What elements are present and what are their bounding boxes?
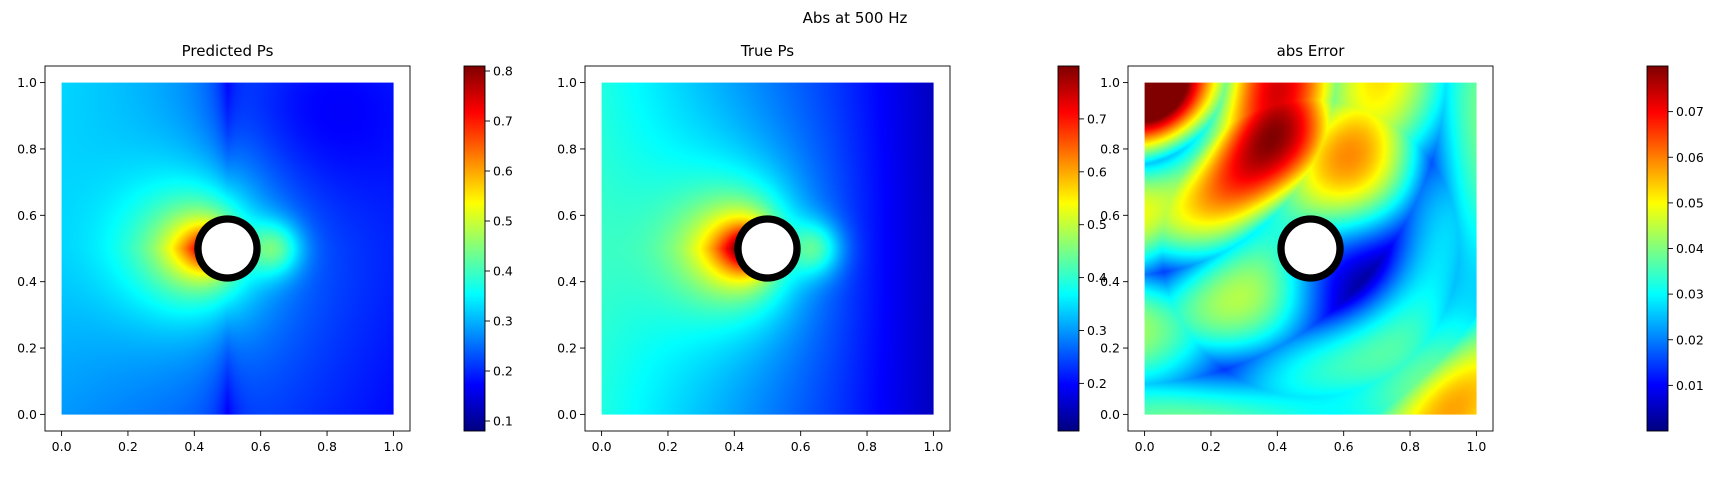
colorbar-tick-label: 0.07 bbox=[1676, 104, 1704, 119]
colorbar-gradient bbox=[1647, 66, 1668, 431]
y-tick-label: 0.4 bbox=[1100, 274, 1120, 289]
colorbar-gradient bbox=[1058, 66, 1079, 431]
y-tick-label: 0.6 bbox=[17, 208, 37, 223]
y-tick-label: 0.4 bbox=[557, 274, 577, 289]
y-tick-label: 0.0 bbox=[557, 407, 577, 422]
colorbar-tick-label: 0.5 bbox=[1087, 217, 1107, 232]
y-tick-label: 1.0 bbox=[1100, 75, 1120, 90]
colorbar-tick-label: 0.2 bbox=[493, 364, 513, 379]
colorbar-tick-label: 0.2 bbox=[1087, 376, 1107, 391]
x-tick-label: 0.6 bbox=[791, 439, 811, 454]
x-tick-label: 0.6 bbox=[1334, 439, 1354, 454]
colorbar-frame bbox=[463, 65, 486, 432]
panel-title: abs Error bbox=[1277, 42, 1346, 60]
y-tick-label: 0.8 bbox=[557, 141, 577, 156]
x-tick-label: 0.4 bbox=[1267, 439, 1287, 454]
y-tick-label: 0.6 bbox=[557, 208, 577, 223]
x-tick-label: 1.0 bbox=[383, 439, 403, 454]
x-tick-label: 0.8 bbox=[857, 439, 877, 454]
colorbar-tick-label: 0.02 bbox=[1676, 332, 1704, 347]
colorbar-tick-label: 0.1 bbox=[493, 414, 513, 429]
x-tick-label: 0.8 bbox=[1400, 439, 1420, 454]
axes-frame bbox=[584, 65, 951, 432]
colorbar-tick-label: 0.03 bbox=[1676, 287, 1704, 302]
colorbar-tick-label: 0.8 bbox=[493, 64, 513, 79]
colorbar-tick-label: 0.05 bbox=[1676, 195, 1704, 210]
figure-suptitle: Abs at 500 Hz bbox=[803, 9, 908, 27]
colorbar: 0.1 0.2 0.3 0.4 0.5 0.6 0.7 0.8 bbox=[463, 64, 513, 432]
x-tick-label: 0.8 bbox=[317, 439, 337, 454]
y-tick-label: 0.2 bbox=[1100, 341, 1120, 356]
colorbar-tick-label: 0.7 bbox=[493, 114, 513, 129]
y-tick-label: 0.2 bbox=[17, 341, 37, 356]
x-tick-label: 1.0 bbox=[1466, 439, 1486, 454]
x-tick-label: 0.0 bbox=[592, 439, 612, 454]
colorbar-tick-label: 0.01 bbox=[1676, 378, 1704, 393]
y-tick-label: 1.0 bbox=[557, 75, 577, 90]
colorbar-tick-label: 0.6 bbox=[493, 164, 513, 179]
obstacle-hole bbox=[1284, 222, 1337, 275]
colorbar-tick-label: 0.3 bbox=[493, 314, 513, 329]
colorbar: 0.01 0.02 0.03 0.04 0.05 0.06 0.07 bbox=[1646, 65, 1704, 432]
x-tick-label: 0.4 bbox=[724, 439, 744, 454]
x-tick-label: 0.0 bbox=[52, 439, 72, 454]
x-tick-label: 1.0 bbox=[923, 439, 943, 454]
obstacle-hole bbox=[741, 222, 794, 275]
x-tick-label: 0.2 bbox=[118, 439, 138, 454]
panel-title: Predicted Ps bbox=[182, 42, 274, 60]
colorbar-tick-label: 0.5 bbox=[493, 214, 513, 229]
y-tick-label: 0.0 bbox=[17, 407, 37, 422]
y-tick-label: 0.8 bbox=[1100, 141, 1120, 156]
x-tick-label: 0.6 bbox=[251, 439, 271, 454]
y-tick-label: 1.0 bbox=[17, 75, 37, 90]
colorbar-tick-label: 0.4 bbox=[1087, 270, 1107, 285]
axes-frame bbox=[44, 65, 411, 432]
colorbar-tick-label: 0.4 bbox=[493, 264, 513, 279]
y-tick-label: 0.0 bbox=[1100, 407, 1120, 422]
panel-2: True Ps 0.0 0.2 0.4 0.6 0.8 1.0 0.0 0.2 0.4 0.6 0.8… bbox=[557, 42, 1107, 454]
panel-3: abs Error 0.0 0.2 0.4 0.6 0.8 1.0 0.0 0.2 0.4 0.6 0… bbox=[1100, 42, 1704, 454]
colorbar-tick-label: 0.04 bbox=[1676, 241, 1704, 256]
y-tick-label: 0.8 bbox=[17, 141, 37, 156]
x-tick-label: 0.2 bbox=[1201, 439, 1221, 454]
y-tick-label: 0.2 bbox=[557, 341, 577, 356]
colorbar: 0.2 0.3 0.4 0.5 0.6 0.7 bbox=[1057, 65, 1107, 432]
colorbar-tick-label: 0.6 bbox=[1087, 164, 1107, 179]
x-tick-label: 0.2 bbox=[658, 439, 678, 454]
colorbar-tick-label: 0.06 bbox=[1676, 150, 1704, 165]
panels: Predicted Ps0.0 0.2 0.4 0.6 0.8 1.00.00.20.40… bbox=[17, 42, 1704, 454]
y-tick-label: 0.6 bbox=[1100, 208, 1120, 223]
colorbar-frame bbox=[1057, 65, 1080, 432]
y-tick-label: 0.4 bbox=[17, 274, 37, 289]
colorbar-tick-label: 0.3 bbox=[1087, 323, 1107, 338]
colorbar-gradient bbox=[464, 66, 485, 431]
x-tick-label: 0.0 bbox=[1135, 439, 1155, 454]
panel-title: True Ps bbox=[740, 42, 794, 60]
x-tick-label: 0.4 bbox=[184, 439, 204, 454]
colorbar-tick-label: 0.7 bbox=[1087, 111, 1107, 126]
obstacle-hole bbox=[201, 222, 254, 275]
panel-1: Predicted Ps0.0 0.2 0.4 0.6 0.8 1.00.00.20.40… bbox=[17, 42, 513, 454]
axes-frame bbox=[1127, 65, 1494, 432]
